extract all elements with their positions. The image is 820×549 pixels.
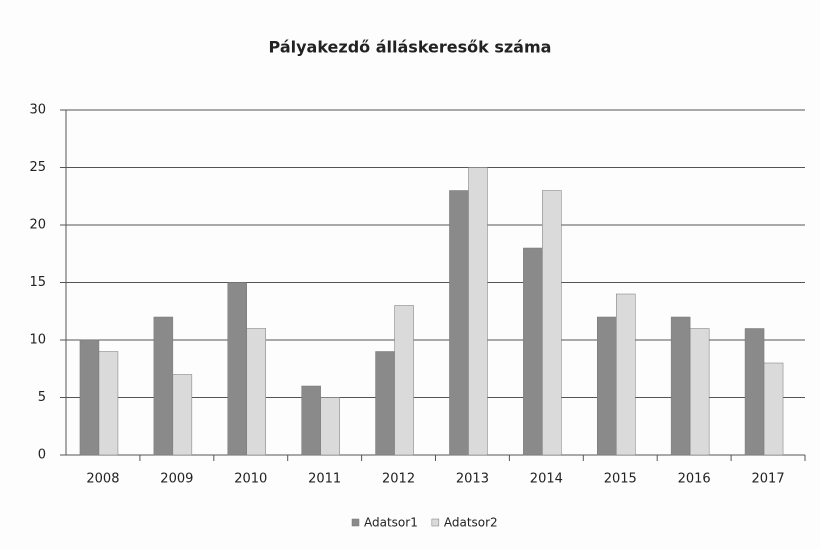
bar: [523, 247, 543, 456]
bar: [301, 385, 321, 456]
bar: [763, 362, 784, 456]
y-tick-label: 5: [38, 390, 46, 405]
bar: [320, 397, 340, 456]
x-tick-label: 2017: [752, 472, 785, 487]
legend-swatch: [431, 518, 440, 527]
x-tick-label: 2012: [382, 472, 415, 487]
x-tick-label: 2014: [530, 472, 563, 487]
x-tick-label: 2015: [604, 472, 637, 487]
legend-label: Adatsor2: [444, 516, 498, 530]
bar: [246, 328, 266, 456]
x-tick-label: 2016: [678, 472, 711, 487]
bar: [98, 351, 119, 456]
bar: [744, 328, 765, 456]
bar: [227, 282, 247, 456]
bar: [153, 316, 174, 456]
x-tick-label: 2013: [456, 472, 489, 487]
bar: [394, 305, 414, 456]
legend-swatch: [351, 518, 360, 527]
chart-title: Pályakezdő álláskeresők száma: [269, 38, 552, 57]
legend-label: Adatsor1: [364, 516, 418, 530]
x-tick-label: 2010: [234, 472, 267, 487]
bar: [449, 190, 469, 456]
bar: [689, 328, 710, 456]
y-tick-label: 0: [38, 448, 46, 463]
y-tick-label: 10: [29, 333, 46, 348]
bar: [79, 339, 100, 456]
y-tick-label: 15: [29, 275, 46, 290]
y-tick-label: 30: [29, 103, 46, 118]
bar: [597, 316, 617, 456]
x-tick-label: 2009: [160, 472, 193, 487]
bar: [468, 167, 488, 456]
bar: [542, 190, 562, 456]
bar: [670, 316, 691, 456]
x-tick-label: 2008: [86, 472, 119, 487]
y-tick-label: 25: [29, 160, 46, 175]
y-tick-label: 20: [29, 218, 46, 233]
bar: [375, 351, 395, 456]
bar: [616, 293, 636, 456]
x-tick-label: 2011: [308, 472, 341, 487]
bar: [172, 374, 193, 456]
